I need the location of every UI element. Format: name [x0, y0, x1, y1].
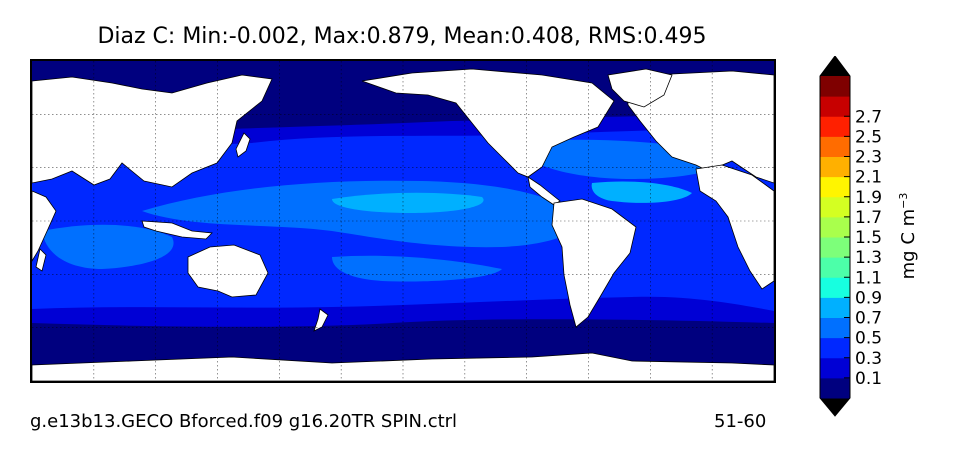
colorbar-outline [819, 56, 851, 417]
colorbar-tick-label: 2.7 [855, 107, 882, 127]
colorbar-swatch [820, 136, 850, 157]
colorbar-swatch [820, 277, 850, 298]
colorbar-tick-label: 1.5 [855, 228, 882, 248]
years-label: 51-60 [714, 411, 767, 432]
colorbar-max-arrow [820, 56, 850, 76]
colorbar-swatch [820, 237, 850, 258]
madagascar [35, 248, 47, 272]
colorbar-swatch [820, 216, 850, 238]
graticule [32, 61, 774, 381]
colorbar-swatch [820, 76, 850, 97]
colorbar-tick-label: 0.5 [855, 329, 882, 349]
colorbar-min-arrow [820, 398, 850, 416]
map-panel [30, 59, 776, 383]
ocean-band-0.7 [42, 224, 174, 269]
colorbar-tick-label: 2.3 [855, 148, 882, 168]
plot-title: Diaz C: Min:-0.002, Max:0.879, Mean:0.40… [97, 24, 707, 49]
japan [235, 132, 251, 158]
colorbar: 0.10.30.50.70.91.11.31.51.71.92.12.32.52… [819, 56, 882, 417]
colorbar-swatch [820, 116, 850, 137]
colorbar-tick-label: 2.1 [855, 168, 882, 188]
north-america [361, 68, 615, 178]
new-zealand [313, 308, 329, 332]
colorbar-tick-label: 1.7 [855, 208, 882, 228]
colorbar-tick-label: 1.3 [855, 248, 882, 268]
run-name-label: g.e13b13.GECO Bforced.f09 g16.20TR SPIN.… [30, 411, 458, 432]
colorbar-swatch [820, 96, 850, 117]
eurasia-east [32, 74, 273, 188]
colorbar-swatch [820, 156, 850, 178]
colorbar-swatch [820, 337, 850, 359]
africa [695, 164, 774, 290]
colorbar-swatch [820, 357, 850, 379]
colorbar-tick-label: 0.1 [855, 369, 882, 389]
ocean-band-0.9 [332, 192, 484, 213]
colorbar-tick-label: 2.5 [855, 127, 882, 147]
colorbar-tick-label: 1.1 [855, 268, 882, 288]
ocean-map [32, 61, 774, 381]
indonesia [141, 220, 213, 240]
colorbar-swatch [820, 377, 850, 399]
colorbar-tick-label: 0.9 [855, 288, 882, 308]
australia [187, 244, 269, 298]
colorbar-swatch [820, 297, 850, 318]
colorbar-unit-label: mg C m−3 [897, 192, 919, 280]
ocean-band-0.9 [591, 181, 692, 203]
africa-east [32, 190, 57, 262]
colorbar-swatch [820, 257, 850, 278]
south-america [551, 198, 637, 328]
colorbar-swatch [820, 317, 850, 339]
ocean-band-0.7 [332, 255, 502, 282]
colorbar-tick-label: 0.3 [855, 349, 882, 369]
colorbar-swatch [820, 176, 850, 198]
colorbar-tick-label: 1.9 [855, 188, 882, 208]
colorbar-swatch [820, 196, 850, 218]
colorbar-tick-label: 0.7 [855, 309, 882, 329]
